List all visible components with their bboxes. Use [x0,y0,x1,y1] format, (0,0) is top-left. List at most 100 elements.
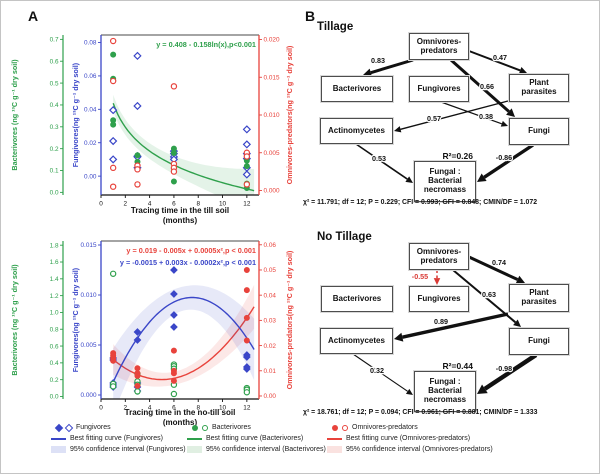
diagram-title-no-tillage: No Tillage [317,231,372,243]
data-point [109,77,117,85]
legend-ci-label: 95% confidence interval (Bacterivores) [206,446,326,453]
svg-text:0.00: 0.00 [84,173,97,180]
equation-label: y = -0.0015 + 0.003x - 0.0002x²,p < 0.00… [120,258,256,267]
svg-text:1.8: 1.8 [50,242,59,249]
legend-ci-label: 95% confidence interval (Fungivores) [70,446,186,453]
edge-omnivores_predators-to-plant_parasites [468,50,521,72]
data-point [170,311,178,319]
edge-coefficient-label: -0.55 [412,272,428,281]
fungivores-axis: 0.000 0.005 0.010 0.015 Fungivores(ng ¹³C g⁻… [71,242,101,399]
node-necromass: Fungal : Bacterial necromass [414,371,476,412]
svg-text:0.05: 0.05 [264,267,277,274]
edge-coefficient-label: 0.83 [371,56,385,65]
node-omnivores-predators: Omnivores- predators [409,243,469,270]
data-point [170,377,177,384]
x-axis-title: Tracing time in the till soil [131,206,229,215]
svg-text:0.5: 0.5 [50,80,59,87]
svg-text:0.4: 0.4 [50,360,59,367]
svg-text:0.2: 0.2 [50,377,59,384]
data-point [133,101,142,111]
arrowhead-fungi [513,319,521,327]
svg-text:2: 2 [124,201,128,208]
svg-text:0.015: 0.015 [264,74,280,81]
omnivores-axis-title: Omnivores-predators(ng ¹³C g⁻¹ dry soil) [285,45,294,184]
edge-fungi-to-necromass [483,143,534,179]
omnivores-axis: 0.000 0.005 0.010 0.015 0.020 Omnivores-preda… [259,37,294,195]
legend-curve-label: Best fitting curve (Bacterivores) [206,435,304,442]
legend-column-fungivores: Fungivores Best fitting curve (Fungivore… [51,422,186,455]
arrowhead-fungi [500,120,508,127]
equation-label: y = 0.019 - 0.005x + 0.0005x²,p < 0.001 [126,246,256,255]
svg-text:0.01: 0.01 [264,368,277,375]
series-omnivores-predators [109,37,251,190]
svg-text:4: 4 [148,201,152,208]
node-plant-parasites: Plant parasites [509,284,569,312]
edge-plant_parasites-to-actinomycetes [400,100,509,130]
scatter-chart-till-soil: 0 2 4 6 8 10 12 Tracing time in the till soil(m… [10,34,294,225]
svg-text:0.04: 0.04 [264,292,277,299]
svg-text:0.005: 0.005 [81,342,97,349]
edge-omnivores_predators-to-plant_parasites [468,255,519,281]
legend-series-name: Omnivores-predators [352,424,418,431]
arrowhead-bacterivores [363,68,373,77]
bacterivores-curve-swatch [187,437,202,440]
node-bacterivores: Bacterivores [321,286,393,312]
svg-text:0.0: 0.0 [50,190,59,197]
data-point [243,337,250,344]
svg-text:10: 10 [219,405,227,412]
data-point [170,168,178,175]
svg-text:0.010: 0.010 [264,112,280,119]
omnivores-axis-title: Omnivores-predators(ng ¹³C g⁻¹ dry soil) [285,250,294,389]
svg-text:0.04: 0.04 [84,107,97,114]
data-point [242,140,251,149]
arrowhead-fungivores [433,278,441,285]
omnivores-curve-swatch [327,437,342,440]
fungivores-filled-diamond-marker [54,423,64,432]
data-point [242,170,251,179]
svg-text:0.1: 0.1 [50,168,59,175]
x-axis: 0 2 4 6 8 10 12 Tracing time in the no-till soi… [99,399,251,427]
confidence-band [113,285,255,399]
arrowhead-necromass [405,176,413,183]
edge-coefficient-label: 0.47 [493,53,507,62]
node-bacterivores: Bacterivores [321,76,393,102]
svg-text:0.06: 0.06 [264,242,277,249]
svg-text:0: 0 [99,405,103,412]
data-point [109,383,117,390]
fit-statistics-no-tillage: χ² = 18.761; df = 12; P = 0.094; CFI = 0… [303,409,538,416]
edge-actinomycetes-to-necromass [352,353,408,392]
data-point [134,365,141,372]
fitted-curve [112,102,255,192]
x-axis-title: Tracing time in the no-till soil [125,408,236,417]
edge-fungivores-to-fungi [440,101,503,125]
edge-actinomycetes-to-necromass [355,143,408,180]
edge-coefficient-label: 0.74 [492,258,506,267]
svg-text:0: 0 [99,201,103,208]
data-point [110,51,117,58]
data-point [110,121,117,128]
diagram-title-tillage: Tillage [317,21,354,33]
svg-text:0.02: 0.02 [84,140,97,147]
svg-text:(months): (months) [163,418,198,427]
svg-text:0.8: 0.8 [50,326,59,333]
fungivores-ci-swatch [51,446,66,453]
arrowhead-necromass [405,388,413,395]
data-point [109,37,117,45]
sem-diagram-tillage: Tillage χ² = 11.791; df = 12; P = 0.229;… [301,13,599,223]
edge-coefficient-label: 0.53 [372,154,386,163]
fit-statistics-tillage: χ² = 11.791; df = 12; P = 0.229; CFI = 0… [303,199,538,206]
sem-diagram-no-tillage: No Tillage χ² = 18.761; df = 12; P = 0.0… [301,223,599,433]
data-point [170,150,177,157]
svg-text:8: 8 [196,201,200,208]
edge-coefficient-label: 0.66 [480,82,494,91]
series-omnivores-predators [110,266,250,389]
diagram-edges: -0.55 0.74 0.63 0.89 0.32 -0.98 R²=0.44 [352,255,538,395]
diagram-edges: 0.83 0.47 0.66 0.38 0.57 0.53 -0.86 R²=0.26 [355,50,534,183]
data-point [243,389,251,396]
legend-column-omnivores-predators: Omnivores-predators Best fitting curve (… [327,422,493,455]
omnivores-open-circle-marker [342,424,348,431]
r-squared-label: R²=0.44 [443,361,474,371]
bacterivores-filled-circle-marker [192,424,198,431]
data-point [133,328,142,336]
svg-text:12: 12 [243,405,251,412]
